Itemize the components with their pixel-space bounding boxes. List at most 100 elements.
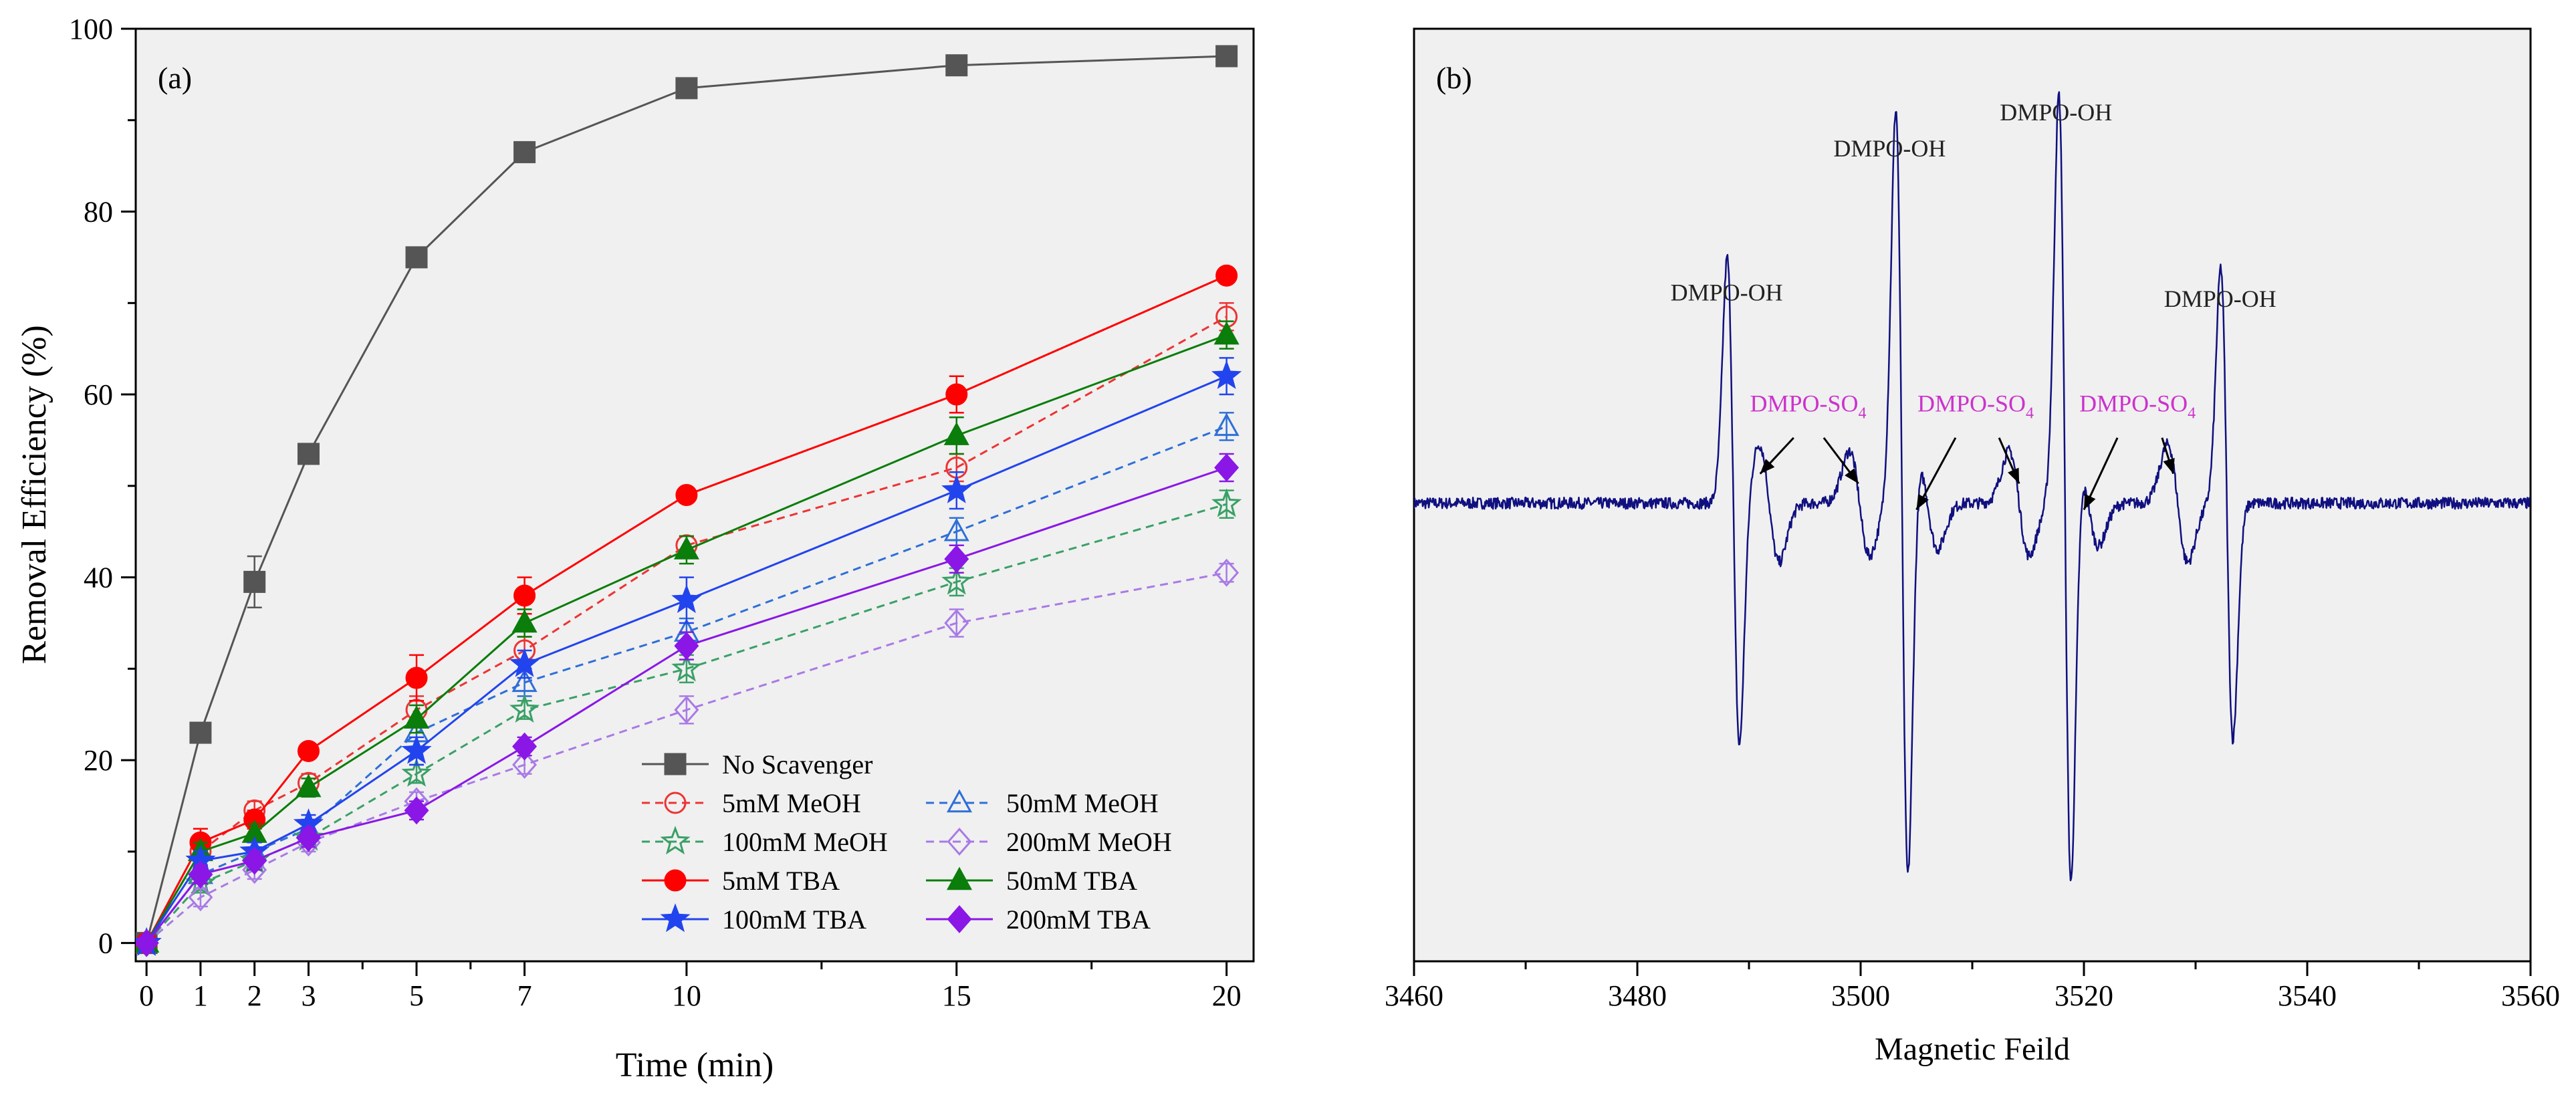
annotation-text: DMPO-SO (2079, 390, 2188, 417)
annotation-label: DMPO-OH (2000, 99, 2112, 126)
legend-item-5mm-meoh: 5mM MeOH (642, 788, 861, 818)
marker-diamond (512, 750, 538, 779)
marker-triangle (1213, 412, 1240, 437)
legend-label: 200mM TBA (1006, 904, 1151, 935)
annotation-so2: DMPO-SO4 (1915, 390, 2034, 511)
legend-item-no-scavenger: No Scavenger (642, 749, 872, 779)
marker-circle-shape (664, 869, 687, 892)
marker-circle-shape (1215, 264, 1238, 287)
marker-diamond (512, 732, 538, 761)
series-200mm-tba (136, 453, 1240, 957)
marker-circle (675, 484, 698, 506)
marker-diamond (944, 545, 969, 574)
marker-diamond (296, 824, 321, 852)
marker-star (509, 648, 540, 677)
annotation-label: DMPO-OH (1671, 279, 1783, 306)
legend-item-200mm-meoh: 200mM MeOH (926, 827, 1172, 857)
chart-a: 0 1 2 3 5 7 10 15 20 0 20 40 60 80 100 No Scavenger 5mM… (15, 13, 1255, 1084)
x-tick-label-b: 3500 (1831, 979, 1890, 1012)
x-tick-label-b: 3560 (2501, 979, 2560, 1012)
legend-item-50mm-tba: 50mM TBA (926, 866, 1137, 896)
marker-circle-shape (297, 739, 320, 762)
marker-square (405, 246, 428, 269)
annotation-arrow-head (1760, 459, 1775, 474)
x-tick-label-a: 2 (247, 979, 262, 1012)
marker-circle (664, 792, 687, 814)
marker-triangle (511, 668, 538, 693)
marker-star (660, 903, 691, 933)
x-tick-label-a: 1 (193, 979, 208, 1012)
annotation-text: DMPO-SO (1917, 390, 2026, 417)
marker-diamond (188, 860, 213, 889)
marker-diamond (1214, 453, 1240, 482)
annotation-arrow-head (2084, 493, 2096, 510)
legend-a: No Scavenger 5mM MeOH 50mM MeOH 100mM MeOH 2… (642, 749, 1172, 935)
marker-circle (945, 383, 968, 406)
marker-triangle (296, 773, 322, 798)
spectrum-line (1414, 91, 2531, 882)
annotation-subscript: 4 (2026, 405, 2034, 422)
annotation-so1: DMPO-SO4 (1750, 390, 1867, 485)
y-tick-label-a: 80 (84, 196, 113, 229)
x-tick-label-a: 0 (139, 979, 154, 1012)
marker-star (941, 474, 972, 503)
panel-label-b: (b) (1436, 61, 1472, 95)
annotation-label: DMPO-OH (1833, 135, 1946, 162)
annotation-subscript: 4 (2188, 405, 2196, 422)
marker-diamond (674, 632, 699, 660)
x-tick-label-a: 10 (672, 979, 701, 1012)
legend-label: No Scavenger (722, 749, 872, 779)
marker-diamond (242, 846, 267, 875)
marker-circle-shape (945, 383, 968, 406)
marker-diamond (1214, 558, 1240, 587)
marker-square (1215, 45, 1238, 68)
marker-star (1211, 488, 1242, 517)
marker-triangle (673, 536, 699, 560)
x-tick-label-b: 3520 (2055, 979, 2113, 1012)
marker-circle (405, 666, 428, 689)
y-tick-label-a: 40 (84, 562, 113, 594)
marker-triangle (946, 789, 973, 813)
marker-triangle (946, 866, 973, 890)
annotation-label: DMPO-SO4 (1750, 390, 1866, 422)
y-tick-label-a: 100 (69, 13, 113, 45)
legend-item-100mm-meoh: 100mM MeOH (642, 826, 888, 857)
annotation-text: DMPO-OH (1833, 135, 1946, 162)
legend-item-200mm-tba: 200mM TBA (926, 904, 1151, 935)
marker-star (1211, 360, 1242, 389)
marker-star (671, 584, 702, 614)
annotation-text: DMPO-OH (2164, 285, 2276, 312)
legend-item-50mm-meoh: 50mM MeOH (926, 788, 1159, 818)
x-tick-label-a: 3 (301, 979, 316, 1012)
x-tick-label-a: 15 (942, 979, 971, 1012)
annotation-label: DMPO-SO4 (2079, 390, 2196, 422)
y-tick-label-a: 60 (84, 378, 113, 411)
annotation-oh3: DMPO-OH (2000, 99, 2112, 126)
series-line-200mm-meoh (146, 572, 1227, 944)
y-tick-label-a: 0 (98, 927, 113, 960)
series-group-a (136, 45, 1242, 957)
annotation-subscript: 4 (1859, 405, 1867, 422)
marker-diamond (404, 796, 429, 825)
marker-triangle (943, 517, 969, 541)
marker-diamond (136, 929, 159, 957)
annotation-oh4: DMPO-OH (2164, 285, 2276, 312)
legend-item-100mm-tba: 100mM TBA (642, 903, 866, 935)
marker-circle-shape (664, 792, 687, 814)
x-axis-label-a: Time (min) (616, 1046, 774, 1084)
marker-diamond (188, 883, 213, 912)
spectrum-group-b (1414, 91, 2531, 882)
annotation-arrow-head (1845, 468, 1859, 484)
y-axis-label-a: Removal Efficiency (%) (15, 325, 53, 664)
marker-square (243, 570, 266, 593)
marker-square (664, 753, 687, 775)
marker-star (509, 694, 540, 723)
marker-circle-shape (675, 484, 698, 506)
chart-b: 3460 3480 3500 3520 3540 3560 DMPO-OH DMPO-OH D… (1385, 27, 2560, 1067)
marker-diamond (944, 608, 969, 637)
marker-triangle (943, 422, 969, 445)
panel-label-a: (a) (158, 61, 192, 95)
marker-circle-shape (513, 584, 536, 607)
x-tick-label-a: 5 (409, 979, 424, 1012)
